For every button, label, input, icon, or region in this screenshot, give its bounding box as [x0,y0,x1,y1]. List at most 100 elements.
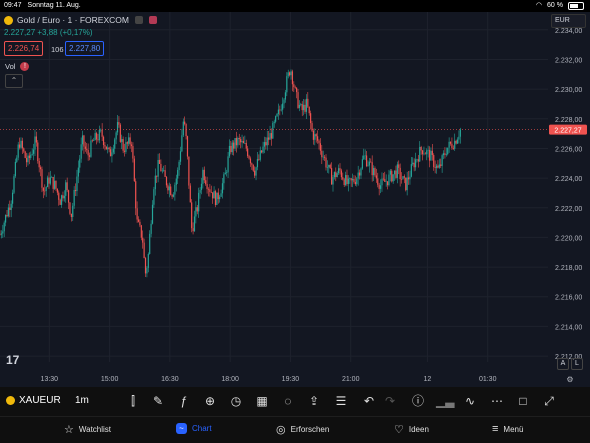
candles-icon[interactable]: ⫿ [131,394,135,408]
candle-body [240,139,242,143]
buy-price-button[interactable]: 2.227,80 [65,41,105,56]
auto-scale-button[interactable]: A [557,358,569,370]
candle-body [199,189,201,193]
redo-icon[interactable]: ↷ [384,394,396,408]
candle-body [326,167,329,168]
list-plus-icon[interactable]: ☰ [335,394,347,408]
candle-body [284,92,287,100]
remove-icon[interactable] [148,16,157,24]
bulb-icon: ♡ [394,424,404,436]
x-tick-label: 16:30 [161,376,179,383]
y-tick-label: 2.214,00 [555,324,582,331]
candle-body [72,205,74,218]
candle-body [406,177,408,191]
candle-body [330,168,333,185]
info-icon[interactable]: ⓘ [411,394,424,408]
candle-body [241,140,243,143]
candle-body [135,181,137,209]
x-tick-label: 15:00 [101,376,119,383]
candle-body [255,167,257,176]
chart-area[interactable]: 2.234,00 2.232,00 2.230,00 2.228,00 2.226,00… [0,12,590,387]
share-icon[interactable]: ⇪ [308,394,320,408]
candle-body [272,122,274,139]
candle-body [242,140,245,144]
status-time: 09:47 [4,2,22,9]
candle-body [4,214,7,223]
candle-body [95,133,98,140]
candle-body [102,136,105,145]
candle-body [455,140,457,144]
candle-body [307,98,309,107]
y-tick-label: 2.230,00 [555,87,582,94]
candle-body [184,121,186,125]
candle-body [100,129,102,131]
function-icon[interactable]: ƒ [180,394,188,408]
candle-body [237,138,239,146]
candle-body [456,139,459,144]
candle-body [195,207,197,217]
candle-body [228,145,231,157]
candle-body [32,149,35,154]
nav-watchlist[interactable]: ☆ Watchlist [64,423,111,436]
candle-body [44,190,46,192]
compass-icon: ◎ [276,424,286,436]
candle-body [186,136,189,157]
x-tick-label: 13:30 [41,376,59,383]
nav-ideen[interactable]: ♡ Ideen [394,423,429,436]
candle-body [16,157,18,162]
timeframe-selector[interactable]: 1m [75,395,89,406]
candle-body [119,124,121,142]
grid-icon[interactable]: ▦ [256,394,268,408]
candle-body [454,140,456,149]
candle-body [374,168,376,176]
trend-icon[interactable]: ∿ [464,394,476,408]
candle-body [438,164,440,168]
price-chart[interactable]: 2.234,00 2.232,00 2.230,00 2.228,00 2.226,00… [0,12,590,387]
candle-body [30,154,32,158]
nav-menu[interactable]: ≡ Menü [492,423,523,435]
y-tick-label: 2.218,00 [555,265,582,272]
sell-price-button[interactable]: 2.226,74 [4,41,44,56]
candle-body [56,188,58,193]
settings-icon[interactable]: ⚙ [566,375,573,384]
candle-body [205,180,207,185]
warning-icon[interactable]: ! [20,62,30,71]
candle-body [207,188,210,190]
candle-body [279,109,281,111]
candle-body [109,149,112,157]
candle-body [174,184,176,195]
x-tick-label: 12 [424,376,432,383]
candle-body [409,176,411,180]
candle-body [153,189,155,205]
candle-body [156,175,158,177]
nav-erforschen[interactable]: ◎ Erforschen [276,423,329,436]
candle-body [3,222,5,232]
collapse-legend-button[interactable]: ⌃ [5,74,23,88]
candle-body [81,135,84,145]
fullscreen-icon[interactable]: ⤢ [544,394,554,408]
candle-body [354,182,356,185]
eye-icon[interactable] [134,16,143,24]
candle-body [94,133,96,141]
log-scale-button[interactable]: L [571,358,583,370]
candle-body [378,184,380,189]
undo-icon[interactable]: ↶ [363,394,375,408]
candle-body [368,161,370,166]
pen-icon[interactable]: ✎ [152,394,164,408]
candle-body [10,203,12,210]
candle-body [179,151,182,162]
alarm-icon[interactable]: ◷ [230,394,242,408]
candle-body [289,72,291,76]
nav-chart[interactable]: ~ Chart [176,423,212,434]
plus-icon[interactable]: ⊕ [204,394,216,408]
symbol-selector[interactable]: XAUEUR [6,395,61,406]
square-icon[interactable]: □ [519,394,527,408]
candle-body [428,149,431,161]
more-icon[interactable]: ⋯ [491,394,503,408]
bars-icon[interactable]: ▁▃ [436,394,455,408]
currency-select[interactable]: EUR [551,14,586,28]
candle-body [321,150,323,158]
bulb-icon[interactable]: ◌ [284,394,292,408]
candle-body [74,190,77,192]
volume-indicator[interactable]: Vol! [5,62,30,71]
